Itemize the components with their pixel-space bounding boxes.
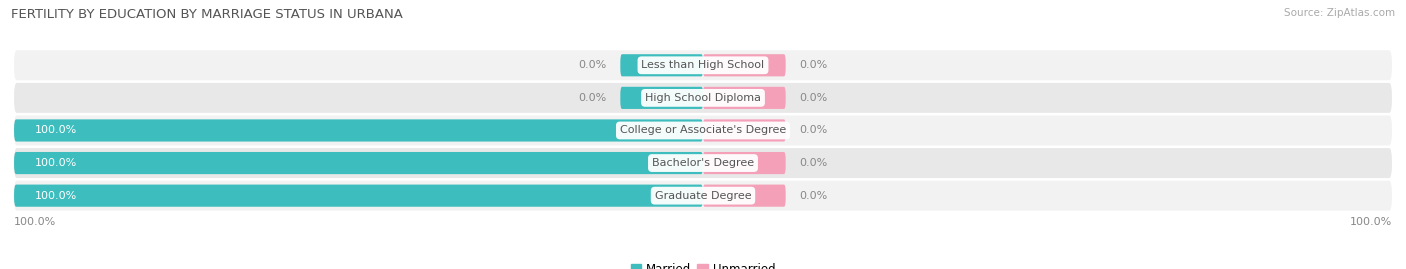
Text: FERTILITY BY EDUCATION BY MARRIAGE STATUS IN URBANA: FERTILITY BY EDUCATION BY MARRIAGE STATU… <box>11 8 404 21</box>
FancyBboxPatch shape <box>14 50 1392 80</box>
Text: 100.0%: 100.0% <box>35 158 77 168</box>
FancyBboxPatch shape <box>14 152 703 174</box>
Text: 100.0%: 100.0% <box>14 217 56 227</box>
Text: 0.0%: 0.0% <box>800 191 828 201</box>
Text: Less than High School: Less than High School <box>641 60 765 70</box>
Text: 0.0%: 0.0% <box>578 60 606 70</box>
FancyBboxPatch shape <box>14 83 1392 113</box>
Text: College or Associate's Degree: College or Associate's Degree <box>620 125 786 136</box>
Text: 100.0%: 100.0% <box>35 191 77 201</box>
Text: Bachelor's Degree: Bachelor's Degree <box>652 158 754 168</box>
FancyBboxPatch shape <box>14 185 703 207</box>
Text: 0.0%: 0.0% <box>800 93 828 103</box>
Legend: Married, Unmarried: Married, Unmarried <box>626 258 780 269</box>
FancyBboxPatch shape <box>703 152 786 174</box>
FancyBboxPatch shape <box>703 87 786 109</box>
Text: 100.0%: 100.0% <box>35 125 77 136</box>
FancyBboxPatch shape <box>14 181 1392 211</box>
Text: 0.0%: 0.0% <box>800 125 828 136</box>
Text: 0.0%: 0.0% <box>800 60 828 70</box>
Text: Source: ZipAtlas.com: Source: ZipAtlas.com <box>1284 8 1395 18</box>
Text: 100.0%: 100.0% <box>1350 217 1392 227</box>
Text: 0.0%: 0.0% <box>578 93 606 103</box>
Text: 0.0%: 0.0% <box>800 158 828 168</box>
FancyBboxPatch shape <box>703 185 786 207</box>
FancyBboxPatch shape <box>620 54 703 76</box>
Text: High School Diploma: High School Diploma <box>645 93 761 103</box>
FancyBboxPatch shape <box>14 119 703 141</box>
FancyBboxPatch shape <box>14 115 1392 146</box>
FancyBboxPatch shape <box>620 87 703 109</box>
FancyBboxPatch shape <box>14 148 1392 178</box>
Text: Graduate Degree: Graduate Degree <box>655 191 751 201</box>
FancyBboxPatch shape <box>703 119 786 141</box>
FancyBboxPatch shape <box>703 54 786 76</box>
